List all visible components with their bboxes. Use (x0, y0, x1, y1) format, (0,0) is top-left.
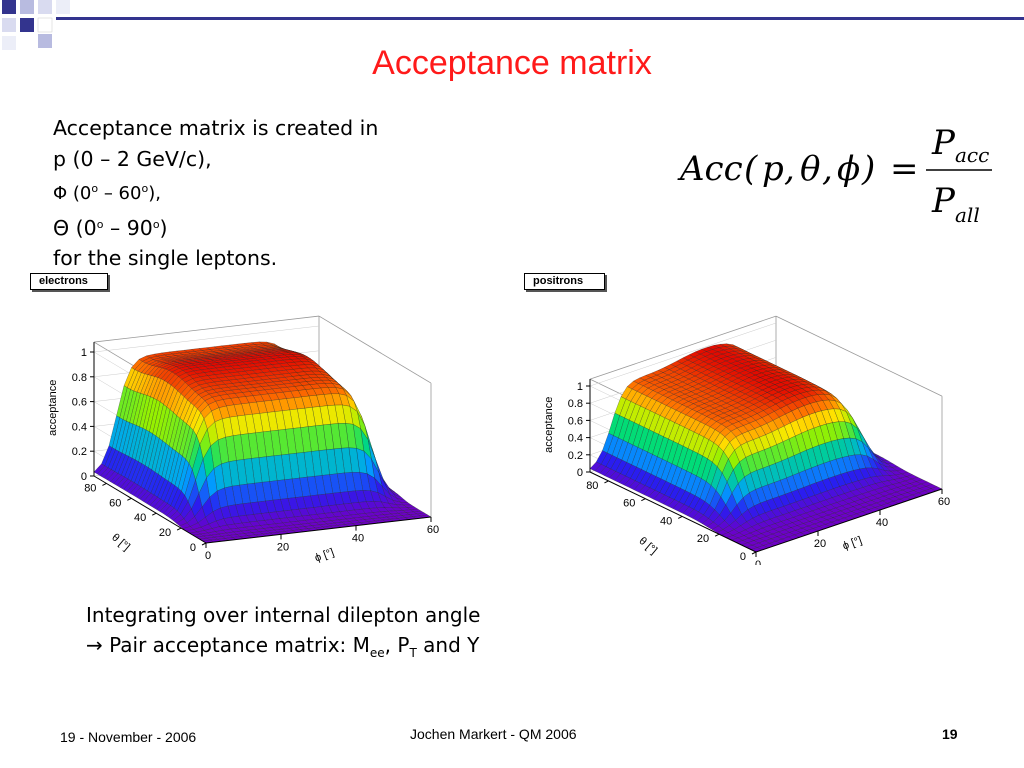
acceptance-tick-label: 0.8 (568, 398, 583, 410)
formula-den-P: P (931, 181, 956, 221)
phi-axis (755, 488, 943, 553)
formula-num-sub: acc (955, 143, 989, 167)
surface (589, 343, 943, 553)
page-number: 19 (942, 726, 958, 742)
theta-axis-title: θ [°] (109, 531, 132, 553)
theta-tick-label: 80 (84, 482, 96, 494)
phi-tick-label: 40 (352, 533, 364, 545)
phi-tick-label: 20 (814, 538, 826, 550)
formula-den-sub: all (955, 203, 980, 227)
intro-line-theta: Θ (0o – 90o) (53, 215, 168, 240)
acceptance-axis-title: acceptance (543, 397, 555, 453)
box-edge (93, 315, 320, 343)
formula-open: ( (744, 149, 758, 189)
slide-title: Acceptance matrix (372, 44, 652, 82)
theta-tick (641, 498, 646, 502)
phi-tick-label: 60 (938, 496, 950, 508)
theta-tick-label: 40 (134, 512, 146, 524)
theta-tick (176, 527, 182, 531)
phi-tick-label: 40 (876, 517, 888, 529)
electrons-acceptance-plot: 0 0.2 0.4 0.6 0.8 1 acceptance 0 20 40 60 80 θ [°] 0 2… (30, 290, 460, 569)
gridline (93, 325, 320, 353)
footer-date: 19 - November - 2006 (60, 729, 197, 745)
formula-comma2: , (822, 149, 833, 189)
phi-tick-label: 0 (205, 550, 211, 562)
theta-tick (604, 480, 609, 484)
formula-num-P: P (931, 123, 956, 163)
theta-tick (201, 542, 207, 546)
formula-p: p (762, 149, 784, 189)
corner-decoration (2, 0, 70, 50)
theta-tick-label: 60 (623, 498, 635, 510)
surface (93, 341, 432, 544)
gridline (589, 322, 777, 387)
intro-line-phi: Φ (0o – 60o), (53, 182, 161, 204)
intro-text: Acceptance matrix is created in p (0 – 2… (53, 113, 483, 274)
intro-line-momentum: p (0 – 2 GeV/c), (53, 146, 212, 171)
acceptance-tick-label: 0.2 (72, 446, 87, 458)
theta-tick (751, 551, 757, 555)
theta-tick-label: 20 (697, 533, 709, 545)
phi-tick-label: 20 (277, 541, 289, 553)
acceptance-tick-label: 0 (81, 471, 87, 483)
theta-tick-label: 40 (660, 515, 672, 527)
acceptance-tick-label: 1 (577, 381, 583, 393)
formula-close: ) (861, 149, 875, 189)
conclusion-line-1: Integrating over internal dilepton angle (86, 603, 481, 627)
formula-acc: Acc (677, 149, 743, 189)
box-edge (589, 315, 777, 380)
phi-axis (205, 516, 432, 544)
acceptance-tick-label: 1 (81, 347, 87, 359)
theta-tick (102, 482, 107, 486)
acceptance-tick-label: 0.4 (72, 421, 87, 433)
acceptance-tick-label: 0 (577, 467, 583, 479)
acceptance-tick-label: 0.6 (568, 415, 583, 427)
theta-tick-label: 60 (109, 497, 121, 509)
theta-axis-title: θ [°] (636, 535, 659, 557)
theta-axis (589, 471, 757, 553)
formula-comma1: , (784, 149, 795, 189)
positrons-plot-label: positrons (524, 273, 605, 290)
positrons-acceptance-plot: 0 0.2 0.4 0.6 0.8 1 acceptance 0 20 40 60 80 θ [°] 0 2… (520, 290, 960, 571)
arrow-icon: → (86, 633, 103, 657)
intro-line-5: for the single leptons. (53, 246, 278, 270)
box-edge (775, 315, 943, 397)
theta-tick-label: 20 (159, 527, 171, 539)
theta-tick (714, 533, 720, 537)
footer-author: Jochen Markert - QM 2006 (410, 726, 577, 742)
acceptance-tick-label: 0.2 (568, 450, 583, 462)
theta-tick-label: 80 (586, 480, 598, 492)
acceptance-formula: Acc ( p , θ , ϕ ) = P acc P all (670, 112, 1000, 242)
theta-tick (677, 515, 683, 519)
formula-theta: θ (800, 149, 820, 189)
header-rule (56, 17, 1024, 20)
theta-tick-label: 0 (190, 542, 196, 554)
intro-line-1: Acceptance matrix is created in (53, 116, 379, 140)
acceptance-axis-title: acceptance (47, 380, 59, 436)
acceptance-tick-label: 0.4 (568, 433, 583, 445)
theta-tick (127, 497, 132, 501)
phi-axis-title: ϕ [°] (841, 534, 864, 552)
phi-tick-label: 0 (755, 559, 761, 565)
phi-axis-title: ϕ [°] (313, 546, 336, 564)
electrons-plot-label: electrons (30, 273, 108, 290)
phi-tick-label: 60 (427, 524, 439, 536)
formula-equals: = (890, 149, 919, 189)
acceptance-tick-label: 0.8 (72, 372, 87, 384)
theta-axis (93, 475, 207, 544)
acceptance-tick-label: 0.6 (72, 397, 87, 409)
conclusion-text: Integrating over internal dilepton angle… (86, 600, 480, 668)
theta-tick-label: 0 (740, 551, 746, 563)
theta-tick (151, 512, 157, 516)
box-edge (318, 315, 432, 384)
conclusion-line-2: → Pair acceptance matrix: Mee, PT and Y (86, 633, 480, 660)
formula-phi: ϕ (837, 149, 860, 189)
